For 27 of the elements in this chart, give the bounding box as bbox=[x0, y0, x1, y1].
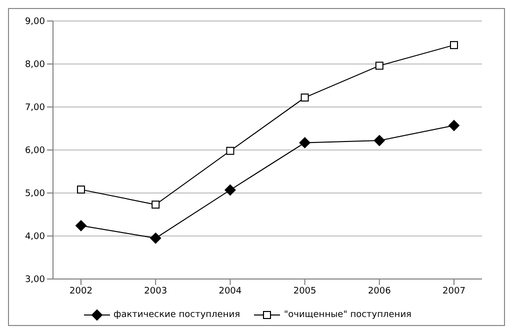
point bbox=[226, 146, 234, 155]
y-tick-label: 6,00 bbox=[24, 146, 46, 156]
y-tick-label: 9,00 bbox=[24, 17, 46, 28]
legend-label: "очищенные" поступления bbox=[284, 310, 412, 320]
point bbox=[450, 41, 458, 50]
x-tick-label: 2004 bbox=[218, 286, 242, 296]
y-tick-label: 5,00 bbox=[24, 189, 46, 200]
x-tick-label: 2003 bbox=[144, 286, 168, 296]
x-tick-label: 2007 bbox=[442, 286, 466, 296]
y-tick-label: 7,00 bbox=[24, 103, 46, 114]
point bbox=[76, 220, 86, 232]
x-tick-label: 2005 bbox=[293, 286, 316, 296]
point bbox=[448, 120, 460, 131]
point bbox=[299, 137, 310, 148]
point bbox=[152, 200, 160, 209]
y-tick-label: 4,00 bbox=[24, 232, 46, 242]
x-tick-label: 2002 bbox=[70, 286, 92, 296]
point bbox=[224, 184, 236, 196]
point bbox=[150, 232, 162, 244]
point bbox=[375, 62, 384, 70]
legend-label: фактические поступления bbox=[114, 310, 240, 320]
y-tick-label: 3,00 bbox=[24, 275, 46, 286]
point bbox=[77, 186, 85, 194]
point bbox=[300, 94, 309, 102]
y-tick-label: 8,00 bbox=[24, 60, 46, 70]
point bbox=[374, 135, 385, 146]
x-tick-label: 2006 bbox=[368, 286, 392, 296]
